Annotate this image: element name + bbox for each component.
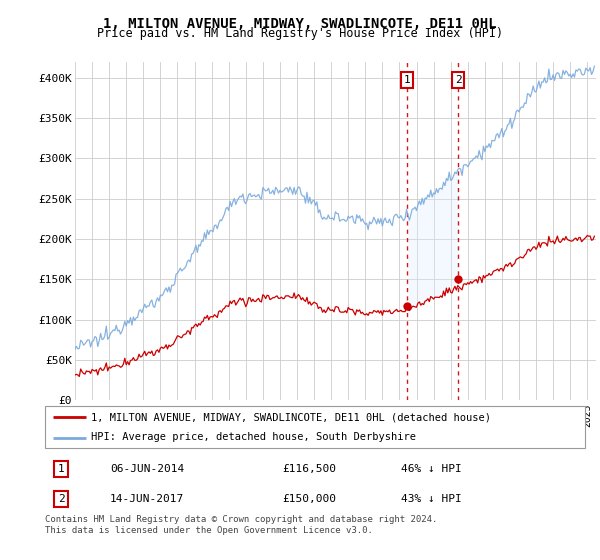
Text: HPI: Average price, detached house, South Derbyshire: HPI: Average price, detached house, Sout… — [91, 432, 416, 442]
Text: 1: 1 — [404, 75, 410, 85]
Text: 43% ↓ HPI: 43% ↓ HPI — [401, 494, 462, 504]
Text: 1, MILTON AVENUE, MIDWAY, SWADLINCOTE, DE11 0HL: 1, MILTON AVENUE, MIDWAY, SWADLINCOTE, D… — [103, 17, 497, 31]
Text: 1, MILTON AVENUE, MIDWAY, SWADLINCOTE, DE11 0HL (detached house): 1, MILTON AVENUE, MIDWAY, SWADLINCOTE, D… — [91, 412, 491, 422]
Text: 14-JUN-2017: 14-JUN-2017 — [110, 494, 184, 504]
Text: 2: 2 — [58, 494, 65, 504]
FancyBboxPatch shape — [45, 406, 585, 448]
Text: 1: 1 — [58, 464, 65, 474]
Text: 46% ↓ HPI: 46% ↓ HPI — [401, 464, 462, 474]
Text: £116,500: £116,500 — [283, 464, 337, 474]
Text: 06-JUN-2014: 06-JUN-2014 — [110, 464, 184, 474]
Text: £150,000: £150,000 — [283, 494, 337, 504]
Text: Price paid vs. HM Land Registry's House Price Index (HPI): Price paid vs. HM Land Registry's House … — [97, 27, 503, 40]
Text: 2: 2 — [455, 75, 462, 85]
Text: Contains HM Land Registry data © Crown copyright and database right 2024.
This d: Contains HM Land Registry data © Crown c… — [45, 515, 437, 535]
